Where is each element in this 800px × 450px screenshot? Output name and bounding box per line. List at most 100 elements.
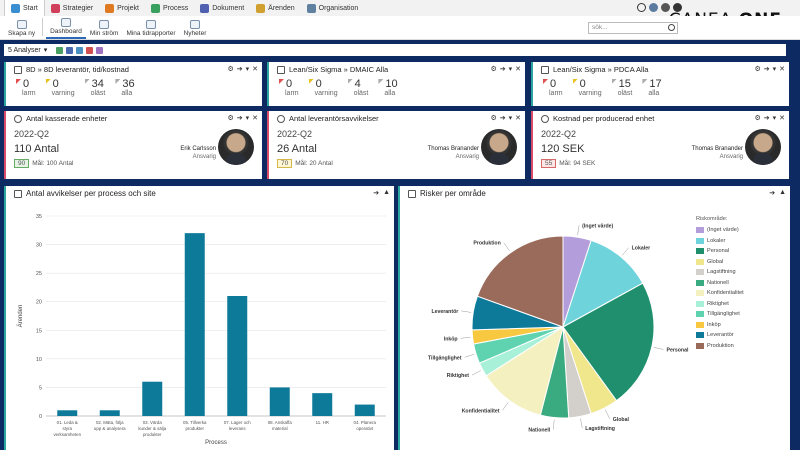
dashboard-button[interactable]: Dashboard [46,15,86,39]
nav-tab-strategier[interactable]: Strategier [45,0,99,16]
analyses-dropdown[interactable]: 5 Analyser [8,46,41,54]
nav-tab-ärenden[interactable]: Ärenden [250,0,300,16]
open-arrow-icon[interactable]: ➔ [763,115,770,122]
refresh-icon[interactable] [76,46,84,54]
user-icon[interactable] [673,3,682,12]
legend-item[interactable]: (Inget värde) [696,225,744,236]
stat-2[interactable]: 4 oläst [347,78,368,97]
gear-icon[interactable]: ⚙ [227,115,234,122]
stat-2[interactable]: 15 oläst [611,78,632,97]
stat-3[interactable]: 10 alla [378,78,398,97]
kpi-measure-card[interactable]: Kostnad per producerad enhet ⚙ ➔ ▾ ✕ 2022-Q… [531,111,789,179]
legend-item[interactable]: Lokaler [696,236,744,247]
legend-item[interactable]: Global [696,257,744,268]
stat-0[interactable]: 0 larm [543,78,563,97]
stat-0[interactable]: 0 larm [279,78,299,97]
kpi-measure-card[interactable]: Antal kasserade enheter ⚙ ➔ ▾ ✕ 2022-Q2 110… [4,111,262,179]
close-icon[interactable]: ✕ [252,115,258,122]
gear-icon[interactable]: ⚙ [227,66,234,73]
bar[interactable] [142,381,163,416]
nav-tab-process[interactable]: Process [145,0,194,16]
add-icon[interactable] [56,46,64,54]
chevron-down-icon[interactable]: ▾ [772,66,777,73]
bar[interactable] [269,387,290,416]
chevron-down-icon[interactable]: ▾ [772,115,777,122]
kpi-count-card[interactable]: Lean/Six Sigma » DMAIC Alla ⚙ ➔ ▾ ✕ 0 larm 0 v… [267,62,525,106]
news-button[interactable]: Nyheter [180,15,211,39]
pie-slice[interactable] [476,235,564,328]
create-new-button[interactable]: Skapa ny [4,15,39,39]
kpi-measure-card[interactable]: Antal leverantörsavvikelser ⚙ ➔ ▾ ✕ 2022-Q2… [267,111,525,179]
my-stream-button[interactable]: Min ström [86,15,123,39]
palette-icon[interactable] [96,46,104,54]
stat-1[interactable]: 0 varning [572,78,602,97]
kpi-count-card[interactable]: 8D » 8D leverantör, tid/kostnad ⚙ ➔ ▾ ✕ 0 la… [4,62,262,106]
open-arrow-icon[interactable]: ➔ [763,66,770,73]
apps-icon[interactable] [649,3,658,12]
bar[interactable] [312,393,333,416]
close-icon[interactable]: ✕ [515,66,521,73]
nav-tab-start[interactable]: Start [4,0,45,16]
search-icon[interactable] [668,24,675,31]
bar[interactable] [99,410,120,416]
legend-item[interactable]: Leverantör [696,330,744,341]
legend-item[interactable]: Inköp [696,320,744,331]
pie-slice[interactable] [562,239,644,329]
open-arrow-icon[interactable]: ➔ [236,66,243,73]
pie-slice[interactable] [562,282,655,402]
stat-3[interactable]: 17 alla [642,78,662,97]
chevron-down-icon[interactable]: ▾ [508,115,513,122]
card-title: Lean/Six Sigma » DMAIC Alla [277,65,388,74]
bar[interactable] [184,233,205,416]
help-icon[interactable] [637,3,646,12]
legend-item[interactable]: Personal [696,246,744,257]
stat-0[interactable]: 0 larm [16,78,36,97]
legend-item[interactable]: Riktighet [696,299,744,310]
chevron-down-icon[interactable]: ▾ [245,115,250,122]
gear-icon[interactable]: ⚙ [490,66,497,73]
stat-3[interactable]: 36 alla [115,78,135,97]
timesheets-button[interactable]: Mina tidrapporter [122,15,179,39]
bar[interactable] [57,410,78,416]
open-arrow-icon[interactable]: ➔ [499,66,506,73]
close-icon[interactable]: ✕ [515,115,521,122]
legend-item[interactable]: Lagstiftning [696,267,744,278]
legend-item[interactable]: Nationell [696,278,744,289]
bar[interactable] [354,404,375,416]
gear-icon[interactable] [661,3,670,12]
nav-tab-organisation[interactable]: Organisation [301,0,365,16]
bar[interactable] [227,296,248,416]
chevron-down-icon[interactable]: ▾ [508,66,513,73]
nav-tab-dokument[interactable]: Dokument [194,0,250,16]
open-arrow-icon[interactable]: ➔ [236,115,243,122]
collapse-icon[interactable]: ▲ [779,189,786,196]
x-tick-label: 01. Leda & [57,420,78,425]
close-icon[interactable]: ✕ [779,115,785,122]
x-tick-label: styra [62,426,72,431]
open-arrow-icon[interactable]: ➔ [769,190,776,197]
stat-2[interactable]: 34 oläst [84,78,105,97]
stat-1[interactable]: 0 varning [45,78,75,97]
gear-icon[interactable]: ⚙ [754,115,761,122]
save-icon[interactable] [66,46,74,54]
open-arrow-icon[interactable]: ➔ [373,190,380,197]
open-arrow-icon[interactable]: ➔ [499,115,506,122]
gear-icon[interactable]: ⚙ [490,115,497,122]
card-actions: ⚙ ➔ ▾ ✕ [227,114,258,122]
chevron-down-icon[interactable]: ▾ [43,47,48,54]
chevron-down-icon[interactable]: ▾ [245,66,250,73]
close-icon[interactable]: ✕ [779,66,785,73]
legend-item[interactable]: Konfidentialitet [696,288,744,299]
close-icon[interactable]: ✕ [252,66,258,73]
legend-item[interactable]: Tillgänglighet [696,309,744,320]
collapse-icon[interactable]: ▲ [383,189,390,196]
stats-row: 0 larm 0 varning 34 oläst 36 alla [16,78,135,97]
delete-icon[interactable] [86,46,94,54]
search-input[interactable]: sök... [588,22,678,34]
legend-item[interactable]: Produktion [696,341,744,352]
stat-1[interactable]: 0 varning [308,78,338,97]
gear-icon[interactable]: ⚙ [754,66,761,73]
pie-slice[interactable] [485,325,564,416]
kpi-count-card[interactable]: Lean/Six Sigma » PDCA Alla ⚙ ➔ ▾ ✕ 0 larm 0 va… [531,62,789,106]
nav-tab-projekt[interactable]: Projekt [99,0,145,16]
